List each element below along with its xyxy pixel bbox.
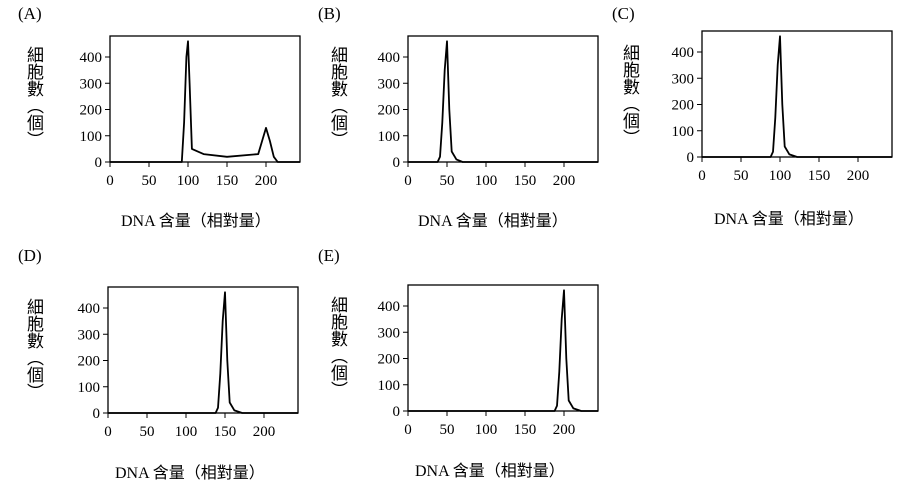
panel-label: (E) xyxy=(318,246,340,265)
x-tick-label: 200 xyxy=(253,424,276,440)
x-tick-label: 50 xyxy=(734,168,749,184)
x-tick-label: 150 xyxy=(214,424,237,440)
x-tick-label: 100 xyxy=(769,168,792,184)
plot-frame xyxy=(107,286,299,414)
x-tick-label: 150 xyxy=(514,422,537,438)
y-axis-label: 細胞數（個） xyxy=(23,298,43,400)
chart-a: 0 100 200 300 400 0 50 100 150 200 xyxy=(80,35,301,189)
y-tick-label: 200 xyxy=(78,354,101,370)
x-tick-label: 200 xyxy=(553,422,576,438)
y-tick-label: 0 xyxy=(93,406,101,422)
panel-b: (B) 細胞數（個） 0 100 200 300 400 0 50 100 150 200 DNA… xyxy=(318,4,618,248)
y-tick-label: 100 xyxy=(672,124,695,140)
y-tick-label: 0 xyxy=(95,155,103,171)
x-tick-label: 100 xyxy=(475,173,498,189)
chart-e: 0 100 200 300 400 0 50 100 150 200 xyxy=(378,284,599,438)
x-tick-label: 100 xyxy=(175,424,198,440)
y-tick-label: 0 xyxy=(393,404,401,420)
x-tick-label: 50 xyxy=(440,422,455,438)
histogram-line xyxy=(408,40,598,163)
y-tick-label: 300 xyxy=(80,76,103,92)
y-tick-label: 400 xyxy=(78,301,101,317)
y-tick-label: 300 xyxy=(378,76,401,92)
chart-d: 0 100 200 300 400 0 50 100 150 200 xyxy=(78,286,299,440)
plot-frame xyxy=(109,35,301,163)
x-tick-label: 200 xyxy=(847,168,870,184)
y-tick-label: 300 xyxy=(378,325,401,341)
y-tick-label: 300 xyxy=(78,327,101,343)
x-axis-label: DNA 含量（相對量） xyxy=(714,211,864,228)
x-tick-label: 150 xyxy=(808,168,831,184)
x-axis-label: DNA 含量（相對量） xyxy=(415,463,565,480)
y-axis-label: 細胞數（個） xyxy=(327,296,347,398)
y-tick-label: 400 xyxy=(672,45,695,61)
x-axis-label: DNA 含量（相對量） xyxy=(115,465,265,482)
histogram-line xyxy=(408,289,598,412)
y-axis-label: 細胞數（個） xyxy=(23,46,43,148)
y-tick-label: 400 xyxy=(80,50,103,66)
plot-frame xyxy=(701,30,893,158)
y-tick-label: 100 xyxy=(378,378,401,394)
y-tick-label: 300 xyxy=(672,71,695,87)
x-tick-label: 100 xyxy=(475,422,498,438)
plot-frame xyxy=(407,284,599,412)
x-tick-label: 0 xyxy=(104,424,112,440)
x-tick-label: 150 xyxy=(514,173,537,189)
panel-a: (A) 細胞數（個） 0 100 200 300 400 0 50 100 150 200 DNA… xyxy=(18,4,318,248)
panel-label: (B) xyxy=(318,4,341,23)
panel-d: (D) 細胞數（個） 0 100 200 300 400 0 50 100 150 200 DNA… xyxy=(18,246,318,490)
x-tick-label: 50 xyxy=(142,173,157,189)
x-tick-label: 200 xyxy=(255,173,278,189)
x-tick-label: 0 xyxy=(404,422,412,438)
y-tick-label: 200 xyxy=(378,103,401,119)
panel-c: (C) 細胞數（個） 0 100 200 300 400 0 50 100 150 200 DNA… xyxy=(612,4,909,248)
y-tick-label: 0 xyxy=(687,150,695,166)
x-axis-label: DNA 含量（相對量） xyxy=(418,213,568,230)
x-tick-label: 0 xyxy=(106,173,114,189)
y-axis-label: 細胞數（個） xyxy=(619,44,639,146)
chart-b: 0 100 200 300 400 0 50 100 150 200 xyxy=(378,35,599,189)
y-tick-label: 200 xyxy=(378,352,401,368)
y-axis-label: 細胞數（個） xyxy=(327,46,347,148)
plot-frame xyxy=(407,35,599,163)
histogram-line xyxy=(702,35,892,158)
panel-label: (D) xyxy=(18,246,42,265)
x-tick-label: 100 xyxy=(177,173,200,189)
histogram-line xyxy=(108,291,298,414)
y-tick-label: 200 xyxy=(80,103,103,119)
y-tick-label: 400 xyxy=(378,299,401,315)
y-tick-label: 0 xyxy=(393,155,401,171)
panel-label: (C) xyxy=(612,4,635,23)
x-tick-label: 0 xyxy=(698,168,706,184)
y-tick-label: 200 xyxy=(672,98,695,114)
y-tick-label: 100 xyxy=(78,380,101,396)
panel-e: (E) 細胞數（個） 0 100 200 300 400 0 50 100 150 200 DNA… xyxy=(318,246,618,490)
x-tick-label: 50 xyxy=(440,173,455,189)
y-tick-label: 100 xyxy=(378,129,401,145)
x-tick-label: 200 xyxy=(553,173,576,189)
y-tick-label: 100 xyxy=(80,129,103,145)
x-tick-label: 50 xyxy=(140,424,155,440)
y-tick-label: 400 xyxy=(378,50,401,66)
panel-label: (A) xyxy=(18,4,42,23)
x-tick-label: 0 xyxy=(404,173,412,189)
chart-c: 0 100 200 300 400 0 50 100 150 200 xyxy=(672,30,893,184)
x-tick-label: 150 xyxy=(216,173,239,189)
x-axis-label: DNA 含量（相對量） xyxy=(121,213,271,230)
histogram-line xyxy=(110,40,300,163)
